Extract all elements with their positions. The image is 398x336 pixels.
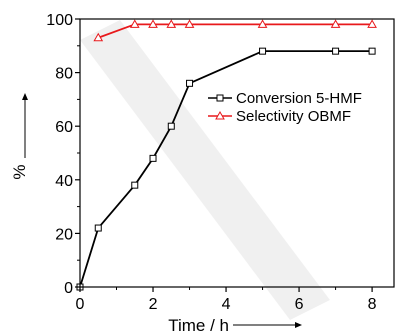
y-tick-label: 20 bbox=[55, 226, 73, 243]
data-point bbox=[93, 32, 104, 42]
plot-area bbox=[76, 19, 377, 291]
data-point bbox=[367, 19, 377, 28]
data-point bbox=[167, 122, 175, 130]
data-point bbox=[368, 47, 376, 55]
data-point bbox=[257, 19, 268, 28]
x-axis-label-arrow-head bbox=[295, 322, 302, 328]
data-point bbox=[332, 47, 340, 55]
legend-label: Conversion 5-HMF bbox=[236, 90, 362, 107]
data-point bbox=[149, 154, 157, 162]
data-point bbox=[330, 19, 341, 28]
legend-entry: Conversion 5-HMF bbox=[208, 90, 362, 107]
y-tick-label: 0 bbox=[64, 280, 73, 297]
x-tick-label: 4 bbox=[222, 296, 231, 313]
x-tick-label: 8 bbox=[368, 296, 377, 313]
y-tick-label: 100 bbox=[46, 12, 73, 29]
series-conversion bbox=[76, 47, 376, 291]
data-point bbox=[129, 19, 140, 28]
x-axis-label: Time / h bbox=[168, 316, 229, 335]
y-tick-label: 80 bbox=[55, 66, 73, 83]
data-point bbox=[131, 181, 139, 189]
watermark-band bbox=[80, 20, 330, 320]
series-selectivity bbox=[93, 19, 377, 42]
data-point bbox=[259, 47, 267, 55]
x-tick-label: 6 bbox=[295, 296, 304, 313]
legend-entry: Selectivity OBMF bbox=[208, 108, 351, 125]
legend-marker bbox=[216, 94, 224, 102]
y-tick-label: 40 bbox=[55, 173, 73, 190]
y-axis-label: % bbox=[10, 164, 29, 179]
y-axis-label-arrow-head bbox=[22, 93, 28, 100]
data-point bbox=[148, 19, 158, 28]
data-point bbox=[166, 19, 177, 28]
data-point bbox=[186, 79, 194, 87]
data-point bbox=[184, 19, 195, 28]
x-tick-label: 0 bbox=[76, 296, 85, 313]
y-tick-label: 60 bbox=[55, 119, 73, 136]
legend-label: Selectivity OBMF bbox=[236, 108, 351, 125]
legend-marker bbox=[215, 110, 225, 120]
series-line bbox=[97, 23, 373, 39]
data-point bbox=[94, 224, 102, 232]
x-tick-label: 2 bbox=[149, 296, 158, 313]
